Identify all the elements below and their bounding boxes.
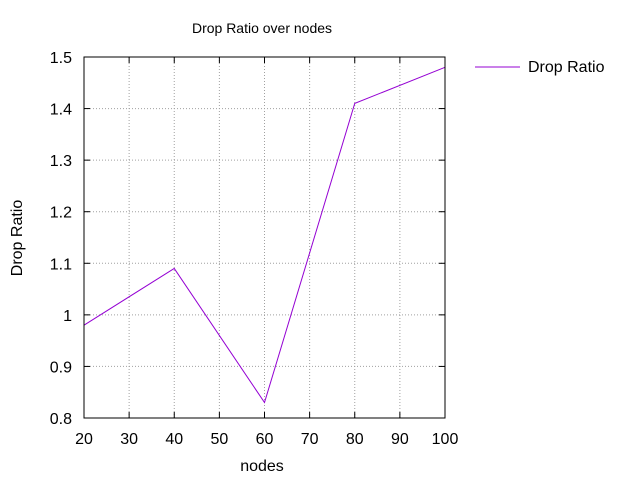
plot-frame	[83, 56, 446, 419]
y-tick-label: 1.3	[50, 153, 72, 170]
x-tick-label: 70	[301, 431, 319, 448]
tick-labels: 20 30 40 50 60 70 80 90 100 0.8 0.9 1 1.1 1.2 1.3 1.4 1.…	[50, 50, 459, 448]
x-tick-label: 40	[165, 431, 183, 448]
series-line	[83, 66, 446, 404]
x-tick-label: 100	[432, 431, 459, 448]
chart-title: Drop Ratio over nodes	[192, 20, 332, 36]
legend: Drop Ratio	[475, 59, 605, 76]
grid-lines	[84, 57, 445, 418]
x-tick-label: 80	[346, 431, 364, 448]
x-tick-label: 30	[120, 431, 138, 448]
x-axis-label: nodes	[240, 458, 284, 475]
legend-label: Drop Ratio	[528, 59, 605, 76]
y-tick-label: 1.1	[50, 256, 72, 273]
y-tick-label: 1.5	[50, 50, 72, 67]
x-tick-label: 20	[75, 431, 93, 448]
x-tick-label: 50	[210, 431, 228, 448]
y-tick-label: 1	[63, 308, 72, 325]
x-tick-label: 60	[256, 431, 274, 448]
series-layer	[83, 66, 446, 404]
y-tick-label: 0.8	[50, 411, 72, 428]
y-tick-label: 0.9	[50, 359, 72, 376]
y-tick-label: 1.2	[50, 205, 72, 222]
y-tick-label: 1.4	[50, 102, 72, 119]
x-tick-label: 90	[391, 431, 409, 448]
y-axis-label: Drop Ratio	[9, 200, 26, 277]
